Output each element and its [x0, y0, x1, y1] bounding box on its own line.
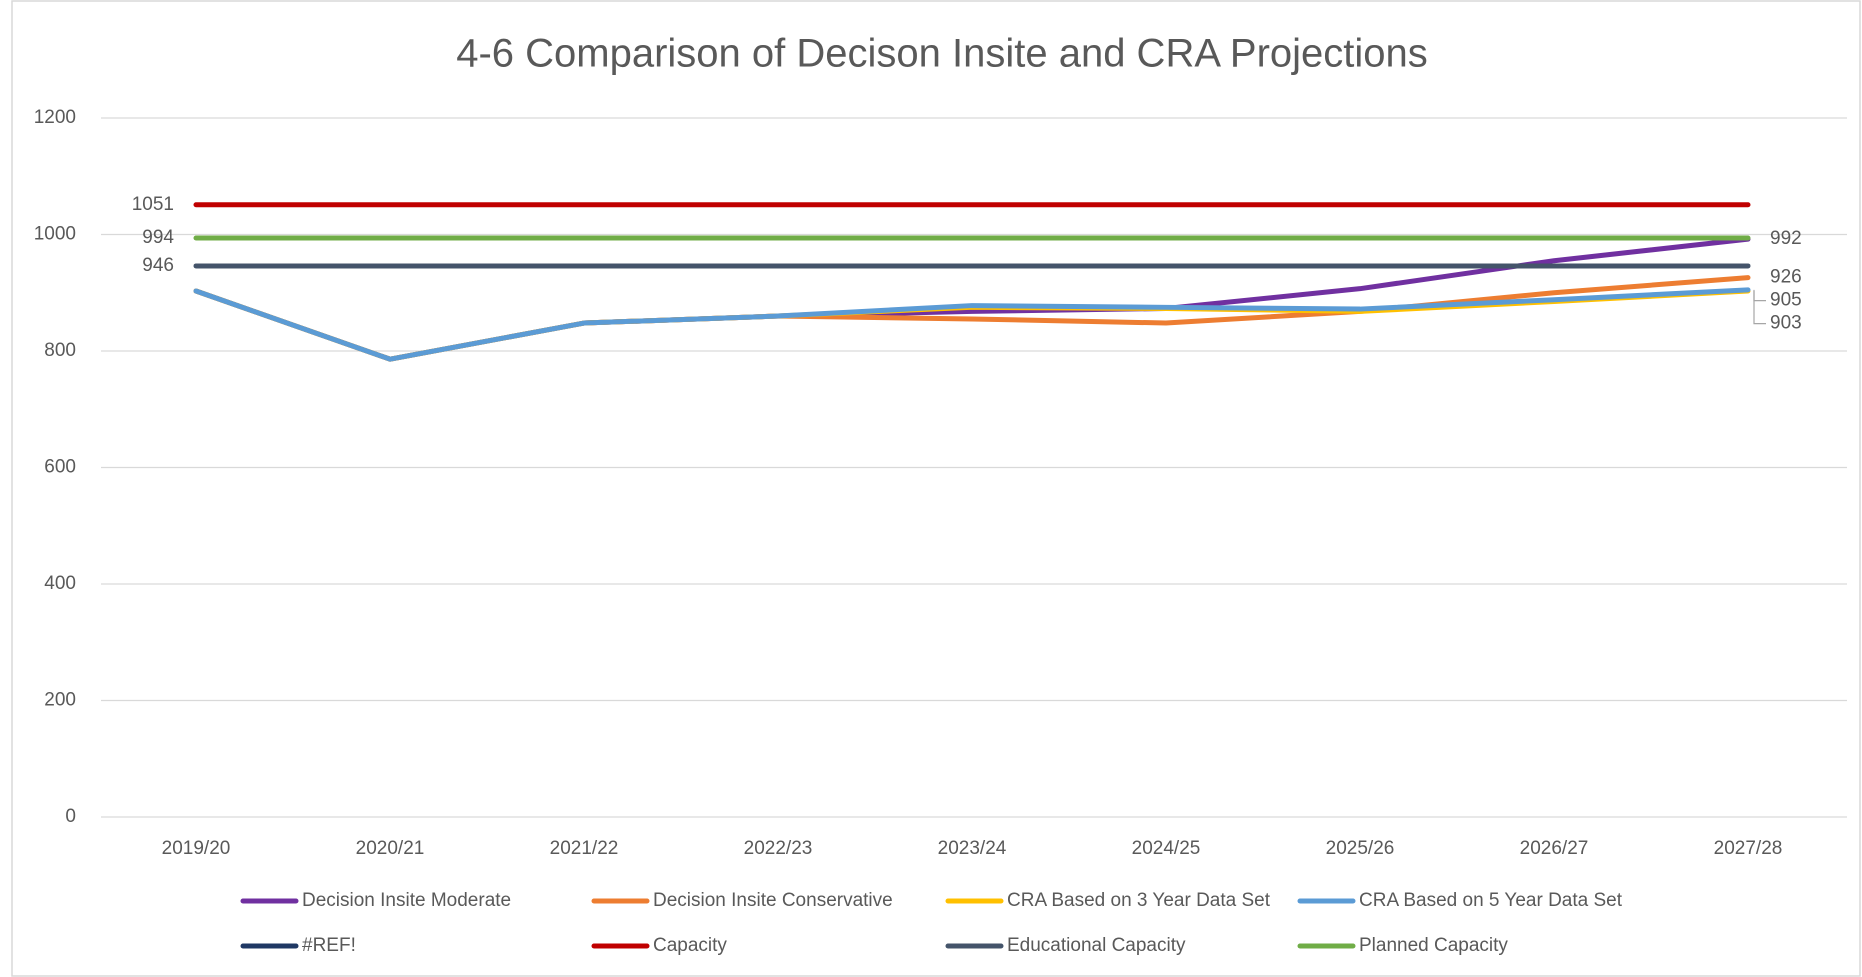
chart-title: 4-6 Comparison of Decison Insite and CRA…	[456, 32, 1428, 76]
y-tick-label: 600	[44, 457, 76, 478]
x-tick-label: 2019/20	[162, 838, 231, 859]
data-label: 992	[1770, 228, 1802, 249]
leader-line	[1753, 291, 1766, 325]
legend-label: CRA Based on 3 Year Data Set	[1007, 890, 1271, 911]
x-tick-label: 2023/24	[938, 838, 1007, 859]
legend-label: Capacity	[653, 935, 727, 956]
chart-border	[11, 0, 1861, 977]
y-tick-label: 1000	[34, 224, 76, 245]
legend-label: CRA Based on 5 Year Data Set	[1359, 890, 1623, 911]
data-label: 1051	[132, 194, 174, 215]
legend-label: Planned Capacity	[1359, 935, 1508, 956]
x-tick-label: 2027/28	[1714, 838, 1783, 859]
y-tick-label: 400	[44, 573, 76, 594]
data-label: 905	[1770, 290, 1802, 311]
legend-label: Decision Insite Moderate	[302, 890, 511, 911]
y-tick-label: 200	[44, 690, 76, 711]
legend-label: Decision Insite Conservative	[653, 890, 893, 911]
data-label: 926	[1770, 267, 1802, 288]
x-tick-label: 2020/21	[356, 838, 425, 859]
data-label: 903	[1770, 313, 1802, 334]
legend-label: Educational Capacity	[1007, 935, 1186, 956]
y-tick-label: 0	[65, 806, 76, 827]
x-tick-label: 2026/27	[1520, 838, 1589, 859]
x-tick-label: 2024/25	[1132, 838, 1201, 859]
legend-label: #REF!	[302, 935, 356, 956]
x-tick-label: 2025/26	[1326, 838, 1395, 859]
data-label: 946	[142, 255, 174, 276]
x-tick-label: 2021/22	[550, 838, 619, 859]
x-tick-label: 2022/23	[744, 838, 813, 859]
series-line	[193, 287, 1751, 362]
y-tick-label: 1200	[34, 107, 76, 128]
data-label: 994	[142, 227, 174, 248]
y-tick-label: 800	[44, 340, 76, 361]
